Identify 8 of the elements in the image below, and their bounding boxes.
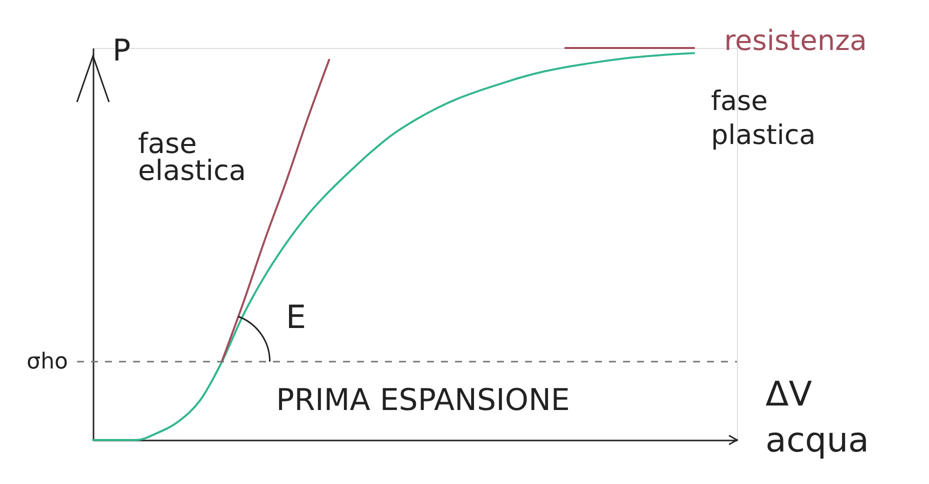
series-label: resistenza <box>724 24 867 57</box>
annotation: PRIMA ESPANSIONE <box>276 383 570 418</box>
annotation: fase elastica <box>138 127 246 187</box>
ref-line-label: σho <box>26 350 68 375</box>
annotation: fase plastica <box>711 86 816 151</box>
annotation: E <box>286 298 306 336</box>
y-axis-title: P <box>112 34 131 68</box>
x-axis-title: ΔV acqua <box>766 374 869 460</box>
